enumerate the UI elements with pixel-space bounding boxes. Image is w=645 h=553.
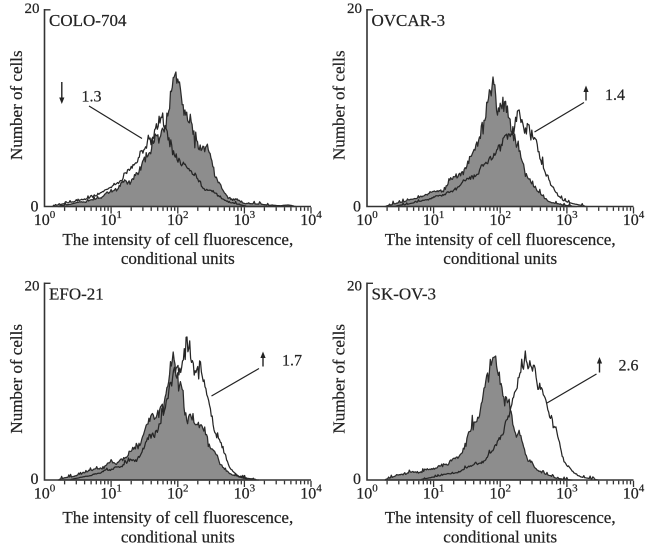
- svg-text:20: 20: [347, 1, 362, 17]
- svg-text:20: 20: [347, 279, 362, 295]
- svg-text:OVCAR-3: OVCAR-3: [372, 11, 446, 30]
- svg-text:conditional units: conditional units: [121, 249, 235, 268]
- svg-text:0: 0: [31, 199, 39, 216]
- svg-text:Number of cells: Number of cells: [7, 324, 26, 434]
- svg-text:Number of cells: Number of cells: [7, 50, 26, 160]
- svg-text:The intensity of cell fluoresc: The intensity of cell fluorescence,: [62, 508, 293, 527]
- svg-text:1.7: 1.7: [282, 353, 302, 370]
- svg-text:20: 20: [25, 1, 40, 17]
- svg-text:1.3: 1.3: [82, 89, 102, 106]
- svg-text:Number of cells: Number of cells: [330, 324, 349, 434]
- svg-text:1.4: 1.4: [605, 87, 625, 104]
- svg-text:The intensity of cell fluoresc: The intensity of cell fluorescence,: [385, 508, 616, 527]
- svg-text:EFO-21: EFO-21: [49, 285, 104, 304]
- svg-text:conditional units: conditional units: [443, 528, 557, 547]
- svg-text:The intensity of cell fluoresc: The intensity of cell fluorescence,: [385, 230, 616, 249]
- svg-text:20: 20: [25, 279, 40, 295]
- svg-text:conditional units: conditional units: [443, 249, 557, 268]
- svg-text:The intensity of cell fluoresc: The intensity of cell fluorescence,: [62, 230, 293, 249]
- svg-text:SK-OV-3: SK-OV-3: [372, 285, 437, 304]
- svg-text:conditional units: conditional units: [121, 528, 235, 547]
- svg-text:COLO-704: COLO-704: [49, 11, 127, 30]
- svg-text:0: 0: [31, 471, 39, 488]
- svg-text:0: 0: [353, 471, 361, 488]
- svg-text:2.6: 2.6: [619, 358, 639, 375]
- svg-text:0: 0: [353, 199, 361, 216]
- svg-text:Number of cells: Number of cells: [330, 50, 349, 160]
